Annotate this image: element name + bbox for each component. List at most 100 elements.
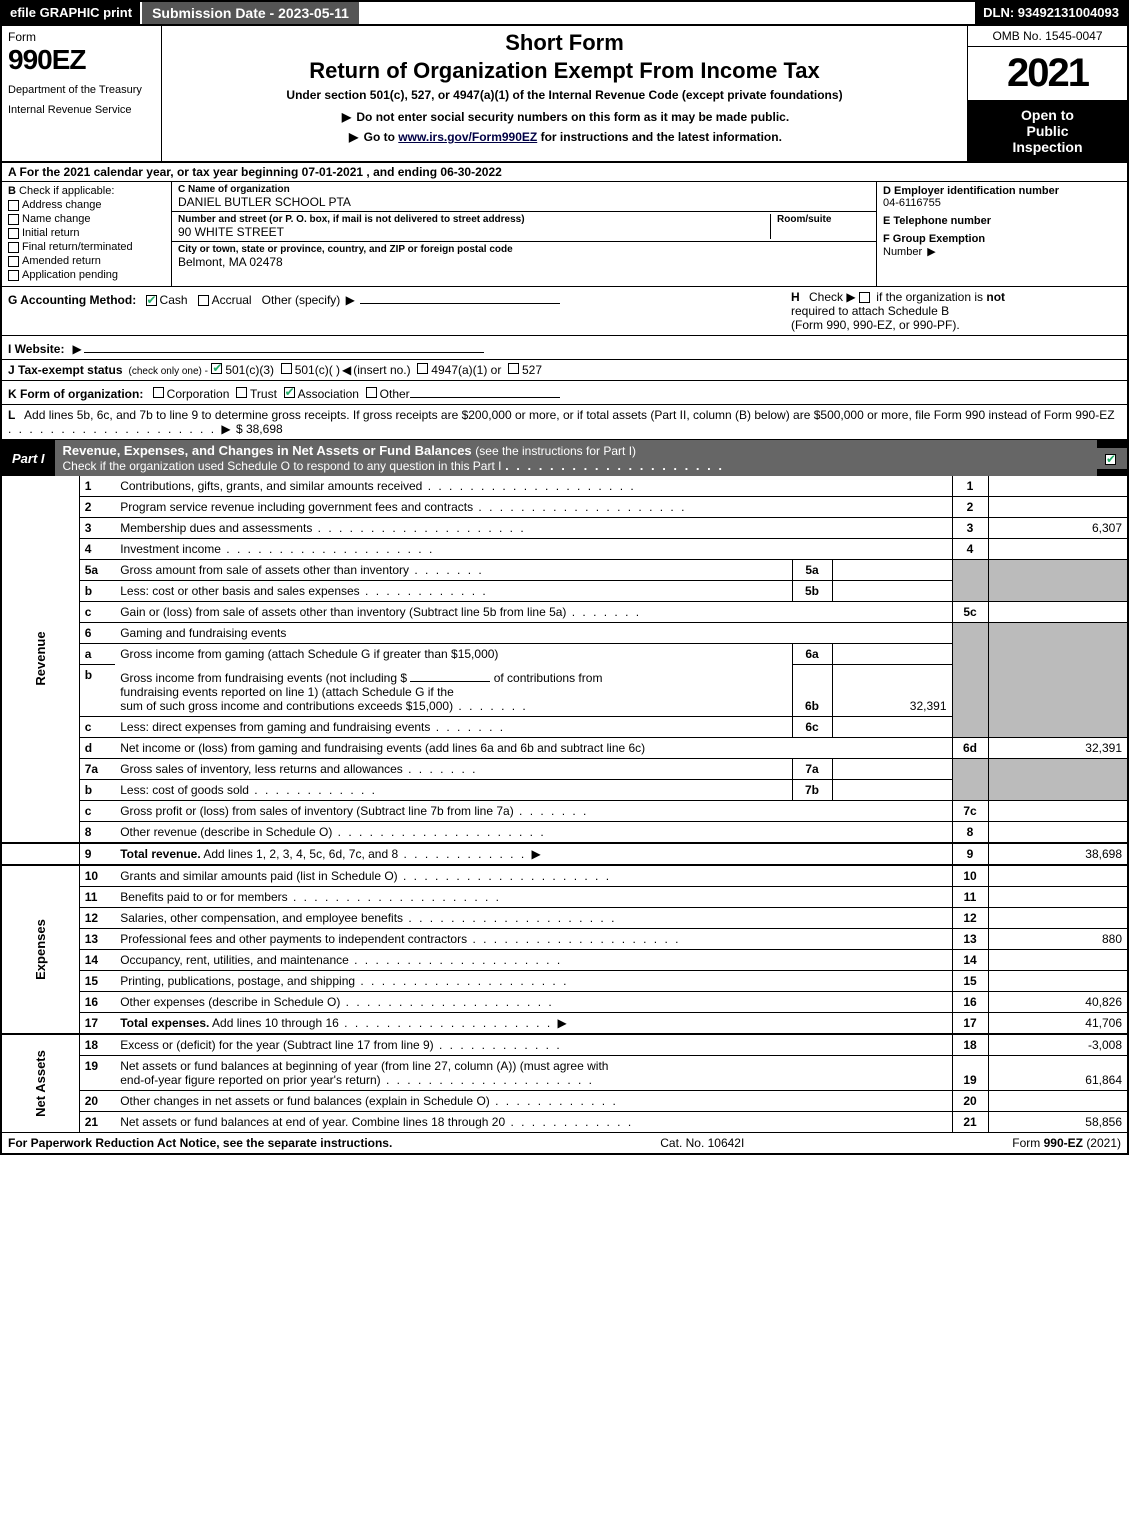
501c3-label: 501(c)(3) bbox=[225, 363, 274, 377]
header-left-col: Form 990EZ Department of the Treasury In… bbox=[2, 26, 162, 161]
arrow-icon: ▶ bbox=[346, 293, 355, 307]
line-num: 11 bbox=[79, 886, 115, 907]
line-5c: c Gain or (loss) from sale of assets oth… bbox=[1, 602, 1128, 623]
check-address-change[interactable]: Address change bbox=[8, 199, 165, 211]
check-501c3[interactable] bbox=[211, 363, 222, 374]
check-name-change[interactable]: Name change bbox=[8, 213, 165, 225]
line-desc: Net income or (loss) from gaming and fun… bbox=[115, 737, 952, 758]
line-desc: Benefits paid to or for members bbox=[115, 886, 952, 907]
other-org-label: Other bbox=[380, 387, 410, 401]
line-desc: Net assets or fund balances at beginning… bbox=[115, 1055, 952, 1090]
expenses-side-label: Expenses bbox=[1, 865, 79, 1034]
line-num: 7a bbox=[79, 758, 115, 779]
right-line-num: 21 bbox=[952, 1111, 988, 1132]
line-value: 880 bbox=[988, 928, 1128, 949]
check-schedule-b-not-required[interactable] bbox=[859, 292, 870, 303]
sub-line-value: 32,391 bbox=[832, 665, 952, 717]
sub-line-value bbox=[832, 758, 952, 779]
sub-line-num: 6c bbox=[792, 716, 832, 737]
ein-row: D Employer identification number 04-6116… bbox=[883, 185, 1121, 209]
line-num: a bbox=[79, 644, 115, 665]
arrow-icon: ▶ bbox=[221, 422, 230, 436]
check-527[interactable] bbox=[508, 363, 519, 374]
arrow-icon: ▶ bbox=[72, 342, 81, 356]
omb-number: OMB No. 1545-0047 bbox=[968, 26, 1127, 47]
check-amended-return[interactable]: Amended return bbox=[8, 255, 165, 267]
other-org-input[interactable] bbox=[410, 384, 560, 398]
check-final-return[interactable]: Final return/terminated bbox=[8, 241, 165, 253]
right-line-num: 17 bbox=[952, 1012, 988, 1034]
line-desc: Occupancy, rent, utilities, and maintena… bbox=[115, 949, 952, 970]
line-num: 9 bbox=[79, 843, 115, 865]
check-schedule-o-used[interactable] bbox=[1105, 454, 1116, 465]
line-num: 5a bbox=[79, 560, 115, 581]
right-line-num: 15 bbox=[952, 970, 988, 991]
website-input[interactable] bbox=[84, 339, 484, 353]
row-g-h: G Accounting Method: Cash Accrual Other … bbox=[2, 287, 1127, 336]
irs-link[interactable]: www.irs.gov/Form990EZ bbox=[398, 130, 537, 144]
part-1-label: Part I bbox=[2, 448, 55, 469]
ein-label: D Employer identification number bbox=[883, 185, 1121, 197]
i-label: I Website: bbox=[8, 342, 64, 356]
sub-line-num: 7a bbox=[792, 758, 832, 779]
inspection-line3: Inspection bbox=[974, 139, 1121, 155]
line-num: d bbox=[79, 737, 115, 758]
line-num: 12 bbox=[79, 907, 115, 928]
sub-line-value bbox=[832, 779, 952, 800]
line-desc: Less: direct expenses from gaming and fu… bbox=[115, 716, 792, 737]
line-16: 16 Other expenses (describe in Schedule … bbox=[1, 991, 1128, 1012]
line-8: 8 Other revenue (describe in Schedule O)… bbox=[1, 821, 1128, 843]
net-assets-side-label: Net Assets bbox=[1, 1034, 79, 1132]
contributions-amount-input[interactable] bbox=[410, 668, 490, 682]
cash-label: Cash bbox=[160, 293, 188, 307]
line-6d: d Net income or (loss) from gaming and f… bbox=[1, 737, 1128, 758]
line-desc: Gross profit or (loss) from sales of inv… bbox=[115, 800, 952, 821]
line-1: Revenue 1 Contributions, gifts, grants, … bbox=[1, 476, 1128, 497]
arrow-icon: ▶ bbox=[342, 110, 351, 124]
check-initial-return[interactable]: Initial return bbox=[8, 227, 165, 239]
right-line-num: 13 bbox=[952, 928, 988, 949]
form-word: Form bbox=[8, 30, 155, 44]
check-cash[interactable] bbox=[146, 295, 157, 306]
group-exemption-row: F Group Exemption Number ▶ bbox=[883, 233, 1121, 258]
line-value: -3,008 bbox=[988, 1034, 1128, 1056]
line-value bbox=[988, 886, 1128, 907]
trust-label: Trust bbox=[250, 387, 277, 401]
footer-form-pre: Form bbox=[1012, 1136, 1043, 1150]
g-label: G Accounting Method: bbox=[8, 293, 136, 307]
check-association[interactable] bbox=[284, 387, 295, 398]
right-line-num: 4 bbox=[952, 539, 988, 560]
meta-section: G Accounting Method: Cash Accrual Other … bbox=[0, 287, 1129, 440]
footer-center: Cat. No. 10642I bbox=[660, 1136, 744, 1150]
check-4947[interactable] bbox=[417, 363, 428, 374]
check-accrual[interactable] bbox=[198, 295, 209, 306]
check-application-pending[interactable]: Application pending bbox=[8, 269, 165, 281]
row-k-organization-form: K Form of organization: Corporation Trus… bbox=[2, 381, 1127, 405]
efile-label[interactable]: efile GRAPHIC print bbox=[2, 2, 140, 24]
check-trust[interactable] bbox=[236, 387, 247, 398]
org-name-value: DANIEL BUTLER SCHOOL PTA bbox=[178, 195, 870, 209]
j-note: (check only one) - bbox=[129, 366, 208, 377]
line-num: c bbox=[79, 716, 115, 737]
line-desc: Other expenses (describe in Schedule O) bbox=[115, 991, 952, 1012]
check-corporation[interactable] bbox=[153, 387, 164, 398]
line-value: 40,826 bbox=[988, 991, 1128, 1012]
col-c-organization: C Name of organization DANIEL BUTLER SCH… bbox=[172, 182, 877, 286]
other-specify-input[interactable] bbox=[360, 290, 560, 304]
check-501c[interactable] bbox=[281, 363, 292, 374]
line-desc: Excess or (deficit) for the year (Subtra… bbox=[115, 1034, 952, 1056]
line-num: 21 bbox=[79, 1111, 115, 1132]
org-addr-label: Number and street (or P. O. box, if mail… bbox=[178, 214, 770, 225]
check-other-org[interactable] bbox=[366, 387, 377, 398]
tax-year: 2021 bbox=[968, 47, 1127, 101]
line-value: 32,391 bbox=[988, 737, 1128, 758]
4947-label: 4947(a)(1) or bbox=[431, 363, 501, 377]
line-num: 1 bbox=[79, 476, 115, 497]
line-desc: Gross amount from sale of assets other t… bbox=[115, 560, 792, 581]
part-1-table: Revenue 1 Contributions, gifts, grants, … bbox=[0, 476, 1129, 1132]
footer-form-num: 990-EZ bbox=[1044, 1136, 1083, 1150]
line-9: 9 Total revenue. Add lines 1, 2, 3, 4, 5… bbox=[1, 843, 1128, 865]
arrow-icon: ▶ bbox=[349, 130, 358, 144]
goto-pre: Go to bbox=[364, 130, 399, 144]
room-suite-label: Room/suite bbox=[777, 214, 870, 225]
